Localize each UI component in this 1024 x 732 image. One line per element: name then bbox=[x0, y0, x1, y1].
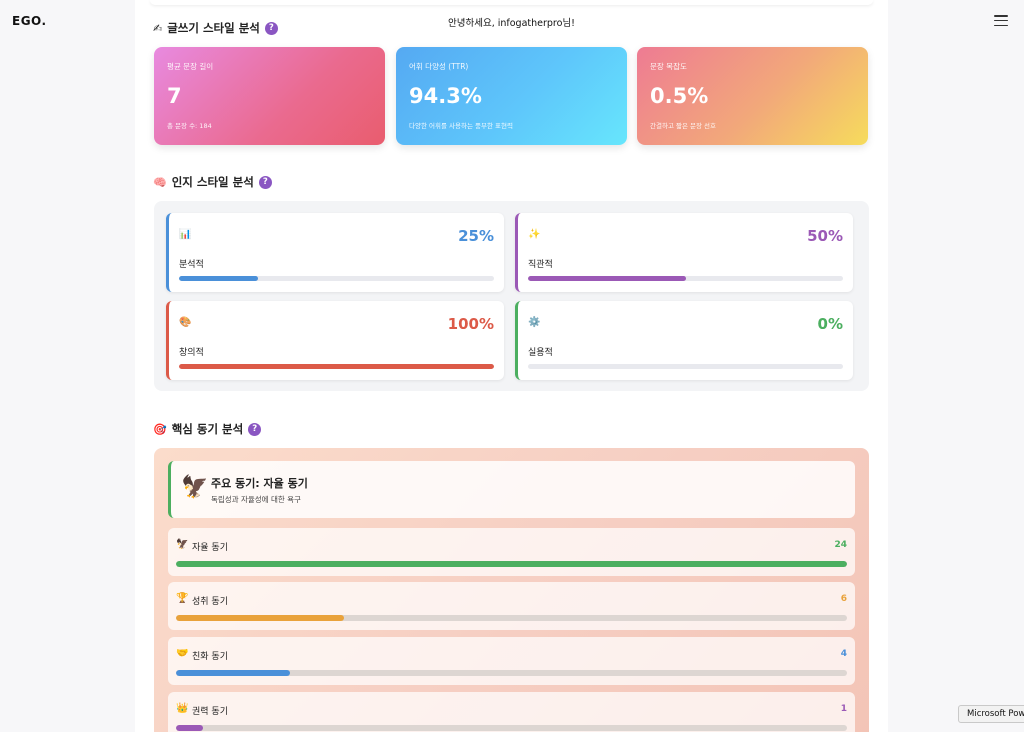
cognitive-percent: 25% bbox=[458, 227, 494, 245]
palette-icon: 🎨 bbox=[179, 317, 192, 328]
cognitive-name: 분석적 bbox=[179, 260, 204, 270]
cognitive-name: 직관적 bbox=[528, 260, 553, 270]
stat-sub: 총 문장 수: 184 bbox=[167, 122, 212, 130]
gear-icon: ⚙️ bbox=[528, 317, 541, 328]
cognitive-progress-fill bbox=[179, 276, 258, 281]
cognitive-style-grid: 📊 25% 분석적 ✨ 50% 직관적 🎨 100% 창의적 ⚙️ 0% 실용적 bbox=[154, 201, 869, 391]
primary-motivation-card: 🦅 주요 동기: 자율 동기 독립성과 자율성에 대한 욕구 bbox=[168, 461, 855, 518]
stat-value: 94.3% bbox=[409, 84, 482, 108]
target-icon: 🎯 bbox=[153, 422, 167, 436]
stat-sub: 다양한 어휘를 사용하는 풍부한 표현력 bbox=[409, 122, 513, 130]
crown-icon: 👑 bbox=[176, 703, 189, 714]
sentence-complexity-card: 문장 복잡도 0.5% 간결하고 짧은 문장 선호 bbox=[637, 47, 868, 145]
motivation-name: 자율 동기 bbox=[192, 543, 228, 553]
writing-hand-icon: ✍ bbox=[153, 21, 163, 35]
cognitive-percent: 50% bbox=[807, 227, 843, 245]
sparkles-icon: ✨ bbox=[528, 229, 541, 240]
avg-sentence-length-card: 평균 문장 길이 7 총 문장 수: 184 bbox=[154, 47, 385, 145]
brain-icon: 🧠 bbox=[153, 175, 167, 189]
hamburger-menu-icon[interactable] bbox=[994, 15, 1008, 26]
motivation-name: 성취 동기 bbox=[192, 597, 228, 607]
motivation-score: 6 bbox=[840, 594, 847, 604]
app-logo[interactable]: EGO. bbox=[12, 14, 47, 28]
main-panel: 안녕하세요, infogatherpro님! ✍ 글쓰기 스타일 분석 ? 평균… bbox=[135, 0, 888, 732]
bar-chart-icon: 📊 bbox=[179, 229, 192, 240]
eagle-icon: 🦅 bbox=[181, 475, 209, 500]
motivation-name: 친화 동기 bbox=[192, 652, 228, 662]
cognitive-help-icon[interactable]: ? bbox=[258, 175, 272, 189]
cognitive-progress-bar bbox=[528, 276, 843, 281]
stat-value: 7 bbox=[167, 84, 182, 108]
greeting-text: 안녕하세요, infogatherpro님! bbox=[448, 18, 575, 29]
motivation-row-affiliation: 🤝 친화 동기 4 bbox=[168, 637, 855, 685]
cognitive-card-analytical: 📊 25% 분석적 bbox=[166, 213, 504, 292]
cognitive-progress-bar bbox=[179, 276, 494, 281]
stat-label: 문장 복잡도 bbox=[650, 62, 687, 71]
cognitive-card-intuitive: ✨ 50% 직관적 bbox=[515, 213, 853, 292]
cognitive-progress-fill bbox=[528, 276, 686, 281]
motivation-row-power: 👑 권력 동기 1 bbox=[168, 692, 855, 732]
cognitive-card-creative: 🎨 100% 창의적 bbox=[166, 301, 504, 380]
cognitive-progress-bar bbox=[179, 364, 494, 369]
motivation-progress-bar bbox=[176, 615, 847, 621]
cognitive-style-heading: 인지 스타일 분석 bbox=[171, 175, 254, 189]
motivation-progress-bar bbox=[176, 561, 847, 567]
motivation-heading: 핵심 동기 분석 bbox=[171, 422, 244, 436]
stat-label: 어휘 다양성 (TTR) bbox=[409, 62, 469, 71]
motivation-progress-fill bbox=[176, 615, 344, 621]
primary-motivation-desc: 독립성과 자율성에 대한 욕구 bbox=[211, 495, 301, 504]
motivation-name: 권력 동기 bbox=[192, 707, 228, 717]
stat-label: 평균 문장 길이 bbox=[167, 62, 214, 71]
writing-help-icon[interactable]: ? bbox=[264, 21, 278, 35]
trophy-icon: 🏆 bbox=[176, 593, 189, 604]
motivation-row-autonomy: 🦅 자율 동기 24 bbox=[168, 528, 855, 576]
motivation-title: 🎯 핵심 동기 분석 ? bbox=[153, 421, 262, 437]
motivation-progress-bar bbox=[176, 670, 847, 676]
top-divider bbox=[150, 0, 873, 5]
motivation-progress-fill bbox=[176, 725, 203, 731]
cognitive-progress-bar bbox=[528, 364, 843, 369]
motivation-score: 24 bbox=[834, 540, 847, 550]
cognitive-percent: 0% bbox=[817, 315, 843, 333]
taskbar-tooltip: Microsoft Power bbox=[958, 705, 1024, 723]
cognitive-percent: 100% bbox=[447, 315, 494, 333]
motivation-progress-fill bbox=[176, 561, 847, 567]
primary-motivation-title: 주요 동기: 자율 동기 bbox=[211, 477, 308, 490]
cognitive-style-title: 🧠 인지 스타일 분석 ? bbox=[153, 174, 272, 190]
writing-style-title: ✍ 글쓰기 스타일 분석 ? bbox=[153, 20, 278, 36]
stat-sub: 간결하고 짧은 문장 선호 bbox=[650, 122, 716, 130]
stat-value: 0.5% bbox=[650, 84, 709, 108]
cognitive-card-practical: ⚙️ 0% 실용적 bbox=[515, 301, 853, 380]
motivation-panel: 🦅 주요 동기: 자율 동기 독립성과 자율성에 대한 욕구 🦅 자율 동기 2… bbox=[154, 448, 869, 732]
motivation-score: 1 bbox=[840, 704, 847, 714]
motivation-progress-fill bbox=[176, 670, 291, 676]
eagle-icon: 🦅 bbox=[176, 539, 189, 550]
vocabulary-diversity-card: 어휘 다양성 (TTR) 94.3% 다양한 어휘를 사용하는 풍부한 표현력 bbox=[396, 47, 627, 145]
cognitive-progress-fill bbox=[179, 364, 494, 369]
cognitive-name: 창의적 bbox=[179, 348, 204, 358]
motivation-score: 4 bbox=[840, 649, 847, 659]
motivation-row-achievement: 🏆 성취 동기 6 bbox=[168, 582, 855, 630]
motivation-progress-bar bbox=[176, 725, 847, 731]
motivation-help-icon[interactable]: ? bbox=[248, 422, 262, 436]
cognitive-name: 실용적 bbox=[528, 348, 553, 358]
writing-style-heading: 글쓰기 스타일 분석 bbox=[167, 21, 260, 35]
handshake-icon: 🤝 bbox=[176, 648, 189, 659]
